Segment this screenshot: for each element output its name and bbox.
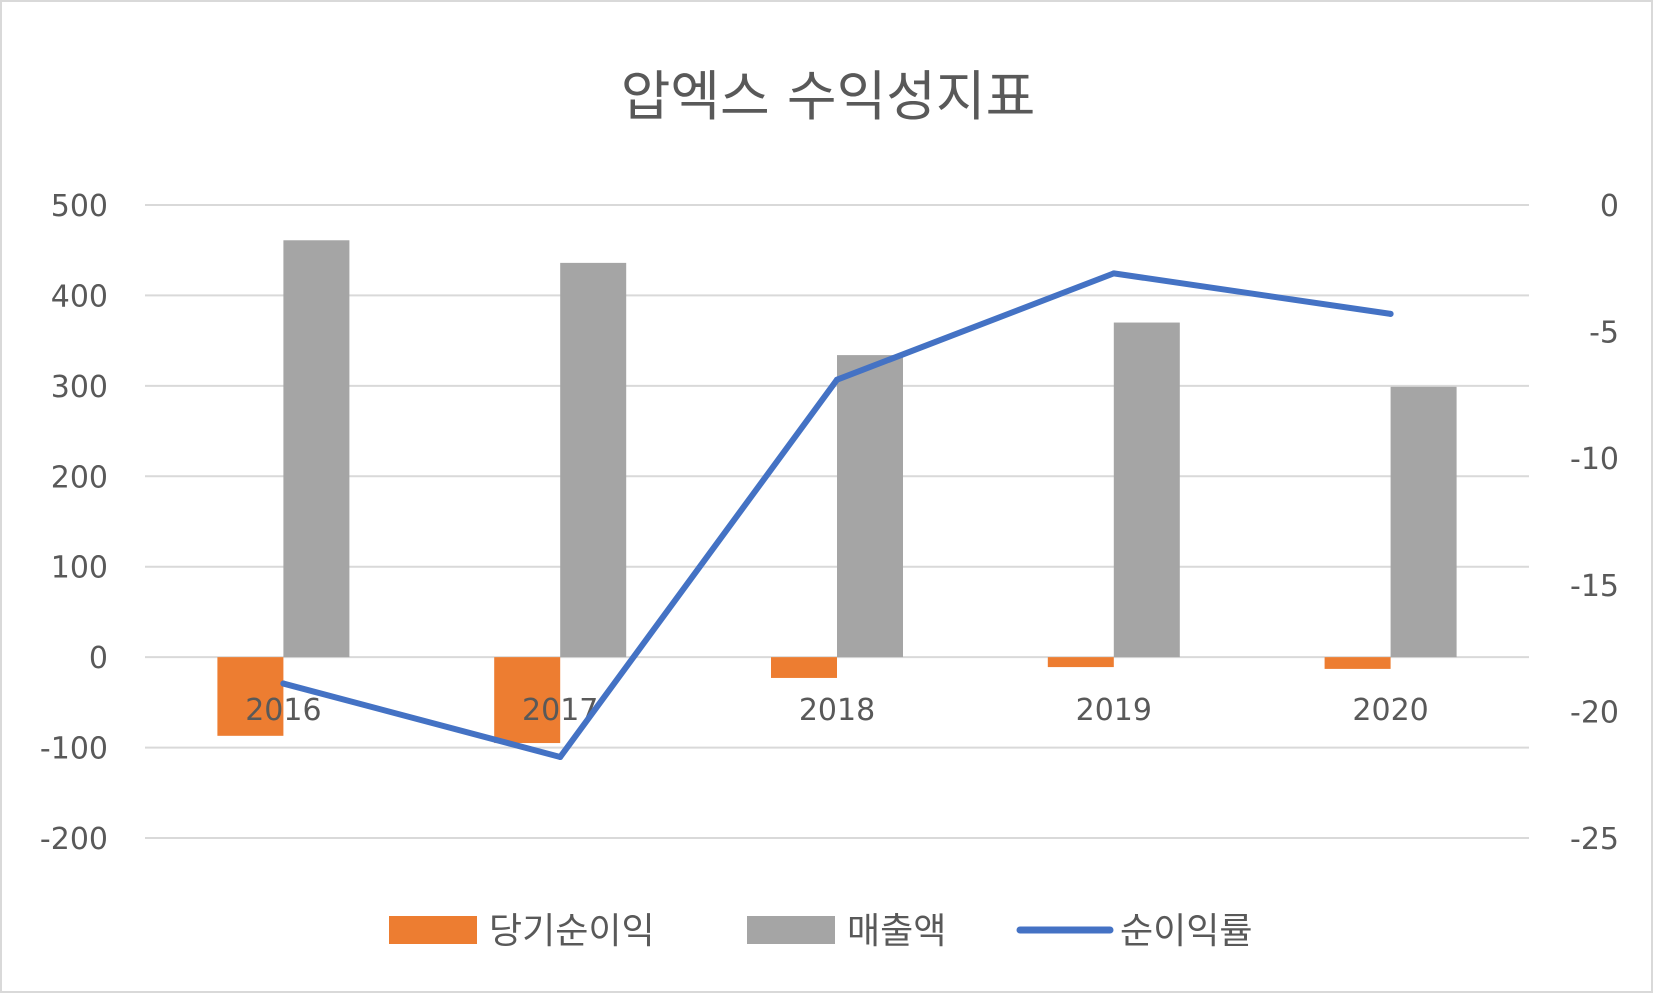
bar-revenue [1113, 322, 1180, 658]
x-tick-label: 2018 [799, 693, 875, 728]
left-tick-label: 0 [89, 641, 108, 676]
chart-title: 압엑스 수익성지표 [621, 65, 1036, 128]
bar-net-income [1047, 657, 1114, 668]
net-margin-point [557, 753, 564, 760]
bar-revenue [560, 262, 627, 658]
left-tick-label: 100 [51, 551, 108, 586]
legend-label: 매출액 [847, 911, 946, 952]
left-tick-label: 300 [51, 370, 108, 405]
legend-swatch [389, 916, 477, 944]
net-margin-point [1110, 270, 1117, 277]
net-margin-point [1387, 310, 1394, 317]
bar-revenue [837, 355, 903, 658]
left-tick-label: 500 [51, 189, 108, 224]
right-axis: 0 -5 -10 -15 -20 -25 [1570, 189, 1619, 857]
right-tick-label: -20 [1570, 695, 1619, 730]
bar-revenue [283, 240, 350, 658]
left-tick-label: 400 [51, 279, 108, 314]
left-axis: 500 400 300 200 100 0 -100 -200 [40, 189, 108, 857]
legend-label: 순이익률 [1120, 911, 1252, 952]
right-tick-label: -15 [1570, 569, 1619, 604]
x-tick-label: 2020 [1352, 693, 1428, 728]
bar-net-income [217, 657, 284, 736]
net-margin-point [280, 680, 287, 687]
legend-swatch [747, 916, 835, 944]
bar-net-income [771, 657, 837, 678]
right-tick-label: 0 [1600, 189, 1619, 224]
bars-layer [217, 240, 1457, 744]
left-tick-label: -200 [40, 822, 108, 857]
line-layer [280, 270, 1394, 760]
bar-net-income [1324, 657, 1391, 669]
right-tick-label: -5 [1589, 316, 1619, 351]
x-tick-label: 2016 [245, 693, 321, 728]
right-tick-label: -10 [1570, 442, 1619, 477]
legend-label: 당기순이익 [489, 911, 655, 952]
x-tick-label: 2019 [1076, 693, 1152, 728]
legend: 당기순이익 매출액 순이익률 [389, 911, 1252, 952]
bar-net-income [494, 657, 561, 744]
net-margin-point [834, 376, 840, 383]
x-axis: 2016 2017 2018 2019 2020 [245, 693, 1429, 728]
left-tick-label: -100 [40, 732, 108, 767]
left-tick-label: 200 [51, 460, 108, 495]
right-tick-label: -25 [1570, 822, 1619, 857]
bar-revenue [1390, 386, 1457, 658]
